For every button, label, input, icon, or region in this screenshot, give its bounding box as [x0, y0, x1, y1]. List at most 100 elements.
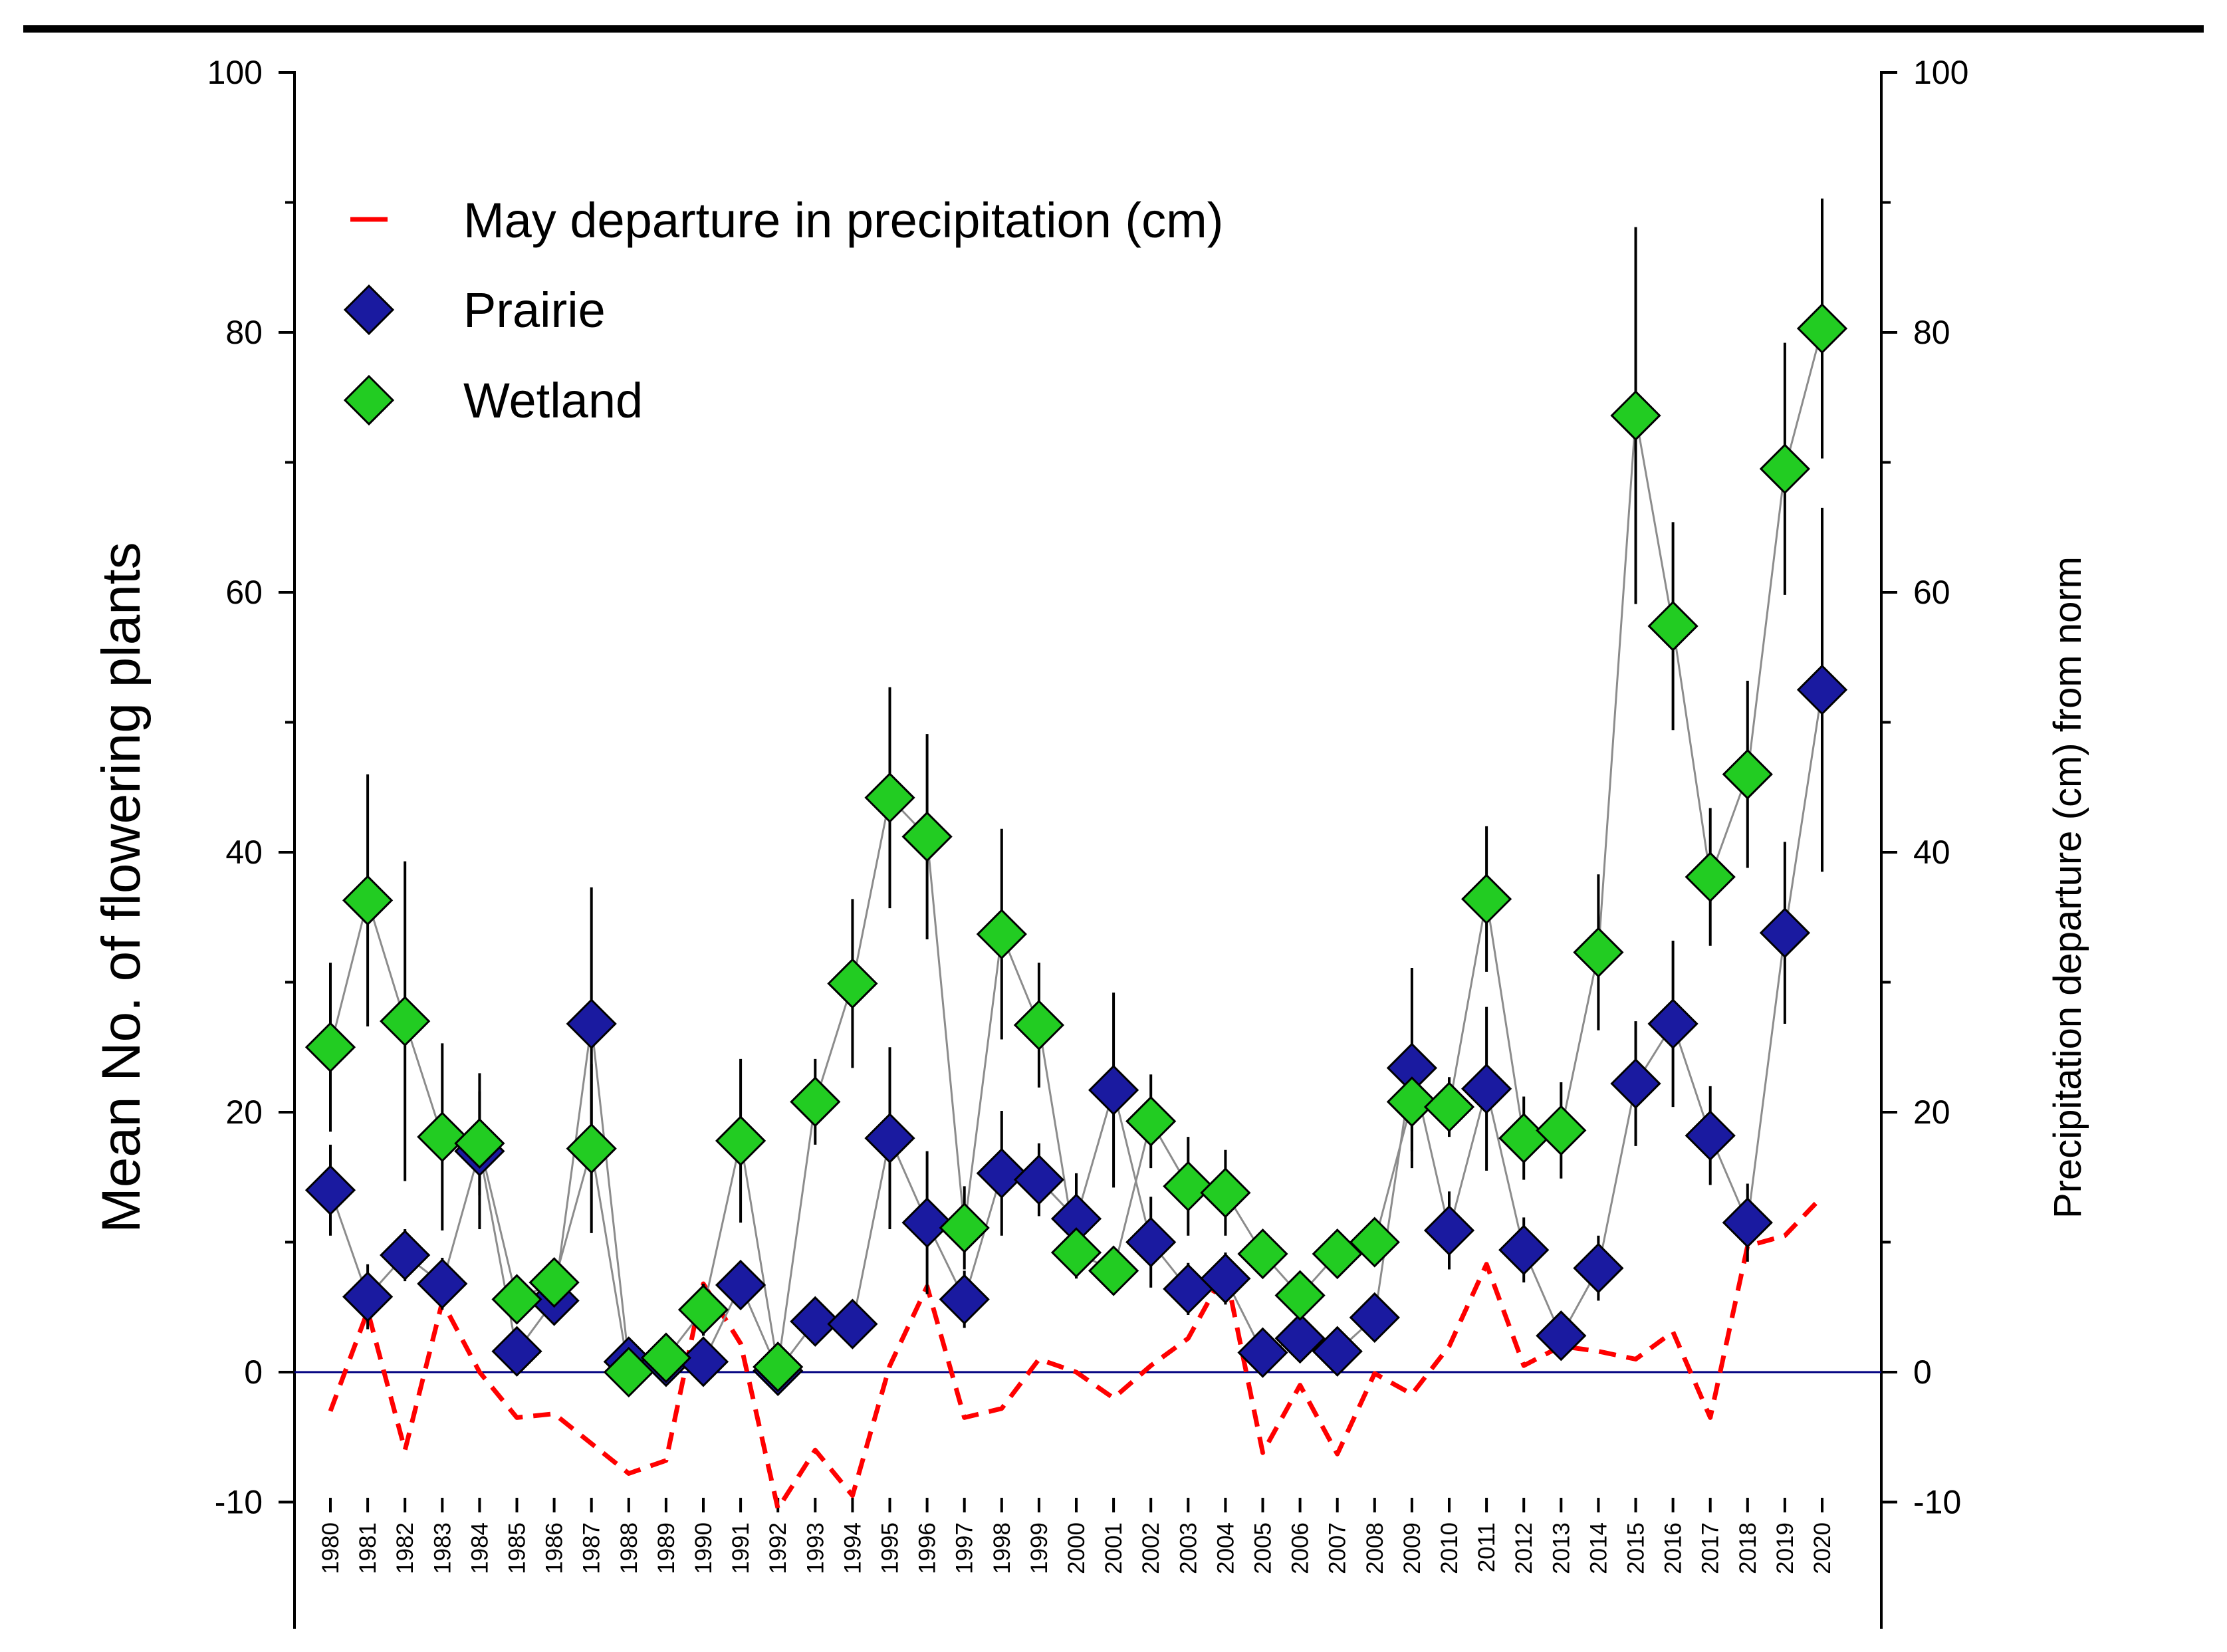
- x-tick-label: 1994: [840, 1522, 866, 1574]
- prairie-point: [1722, 1197, 1773, 1248]
- data-markers: [304, 303, 1848, 1398]
- prairie-point: [939, 1274, 990, 1325]
- y-axis-title-right: Precipitation departure (cm) from norm: [2046, 556, 2089, 1219]
- wetland-point: [1274, 1270, 1326, 1321]
- wetland-point: [1461, 874, 1512, 925]
- y-axis-title-left: Mean No. of flowering plants: [91, 542, 152, 1233]
- wetland-point: [1796, 303, 1848, 354]
- prairie-point: [677, 1336, 729, 1387]
- x-tick-label: 2011: [1474, 1522, 1500, 1572]
- wetland-point: [304, 1022, 356, 1073]
- x-tick-label: 2013: [1548, 1522, 1574, 1574]
- wetland-point: [1050, 1227, 1102, 1278]
- x-tick-label: 1992: [765, 1522, 791, 1574]
- wetland-point: [1722, 749, 1773, 800]
- x-tick-label: 1982: [392, 1522, 418, 1574]
- wetland-point: [1536, 1105, 1587, 1156]
- y-tick-label-right: -10: [1913, 1484, 1961, 1521]
- y-tick-label-left: 0: [244, 1354, 263, 1391]
- prairie-point: [304, 1165, 356, 1216]
- wetland-point: [380, 996, 431, 1047]
- x-tick-label: 2009: [1399, 1522, 1425, 1574]
- wetland-point: [528, 1256, 580, 1308]
- wetland-point: [677, 1284, 729, 1336]
- prairie-point: [1759, 907, 1811, 959]
- x-tick-label: 1989: [653, 1522, 679, 1574]
- prairie-point: [1685, 1110, 1736, 1161]
- wetland-point: [1610, 390, 1661, 441]
- wetland-point: [1125, 1096, 1177, 1147]
- wetland-point: [1685, 852, 1736, 903]
- prairie-point: [864, 1112, 915, 1164]
- prairie-point: [491, 1326, 542, 1377]
- wetland-point: [901, 811, 953, 862]
- prairie-point: [1013, 1154, 1065, 1205]
- x-tick-label: 1997: [952, 1522, 978, 1574]
- x-tick-label: 1986: [542, 1522, 568, 1574]
- prairie-point: [417, 1258, 468, 1310]
- wetland-point: [1013, 999, 1065, 1051]
- x-tick-label: 2020: [1810, 1522, 1835, 1574]
- x-tick-label: 2012: [1511, 1522, 1537, 1574]
- wetland-point: [640, 1332, 692, 1383]
- x-tick-label: 1984: [467, 1522, 493, 1574]
- y-tick-label-right: 40: [1913, 834, 1950, 871]
- y-tick-label-left: -10: [215, 1484, 263, 1521]
- x-tick-label: 2010: [1437, 1522, 1463, 1574]
- prairie-point: [342, 1271, 394, 1322]
- wetland-point: [715, 1115, 766, 1167]
- x-tick-label: 2006: [1288, 1522, 1314, 1574]
- prairie-point: [1647, 998, 1699, 1050]
- y-tick-label-right: 80: [1913, 314, 1950, 351]
- prairie-point: [1200, 1253, 1251, 1304]
- y-tick-label-left: 80: [225, 314, 263, 351]
- legend-label-prairie: Prairie: [463, 283, 606, 338]
- x-tick-label: 2004: [1213, 1522, 1238, 1574]
- wetland-point: [1386, 1076, 1438, 1127]
- y-tick-label-left: 40: [225, 834, 263, 871]
- x-tick-label: 2005: [1250, 1522, 1276, 1574]
- x-tick-label: 1990: [691, 1522, 717, 1574]
- y-tick-label-right: 0: [1913, 1354, 1932, 1391]
- x-tick-label: 2008: [1362, 1522, 1388, 1574]
- prairie-point: [566, 998, 617, 1050]
- x-tick-label: 1988: [616, 1522, 642, 1574]
- prairie-point: [790, 1296, 841, 1347]
- prairie-point: [1610, 1058, 1661, 1110]
- wetland-point: [491, 1274, 542, 1325]
- y-tick-label-left: 60: [225, 574, 263, 611]
- prairie-point: [901, 1197, 953, 1248]
- wetland-point: [1200, 1167, 1251, 1219]
- y-tick-label-left: 20: [225, 1094, 263, 1131]
- wetland-point: [753, 1342, 804, 1393]
- prairie-point: [1088, 1064, 1139, 1116]
- y-tick-label-right: 20: [1913, 1094, 1950, 1131]
- x-tick-label: 2015: [1623, 1522, 1649, 1574]
- wetland-point: [342, 875, 394, 926]
- x-tick-label: 2017: [1698, 1522, 1724, 1574]
- wetland-point: [1423, 1082, 1475, 1133]
- wetland-point: [1237, 1228, 1288, 1280]
- wetland-point: [1573, 927, 1624, 978]
- wetland-point: [603, 1346, 654, 1398]
- y-tick-label-left: 100: [207, 54, 263, 91]
- prairie-point: [1423, 1205, 1475, 1256]
- wetland-point: [1759, 443, 1811, 495]
- y-tick-label-right: 100: [1913, 54, 1968, 91]
- prairie-point: [1237, 1327, 1288, 1378]
- prairie-point: [715, 1259, 766, 1311]
- x-tick-label: 2018: [1735, 1522, 1761, 1574]
- legend-label-precip: May departure in precipitation (cm): [463, 193, 1223, 248]
- prairie-point: [1274, 1313, 1326, 1364]
- wetland-point: [1498, 1112, 1550, 1164]
- prairie-point: [1349, 1292, 1400, 1344]
- y-tick-label-right: 60: [1913, 574, 1950, 611]
- wetland-point: [1349, 1217, 1400, 1268]
- legend-label-wetland: Wetland: [463, 373, 643, 428]
- x-tick-label: 1980: [318, 1522, 344, 1574]
- prairie-point: [1796, 664, 1848, 715]
- tick-labels: -10 0 20 40 60 80 100 -10 0 20 40 60 80 100 1980 1981 19…: [207, 54, 1969, 1574]
- prairie-point: [380, 1229, 431, 1281]
- x-tick-label: 1995: [878, 1522, 903, 1574]
